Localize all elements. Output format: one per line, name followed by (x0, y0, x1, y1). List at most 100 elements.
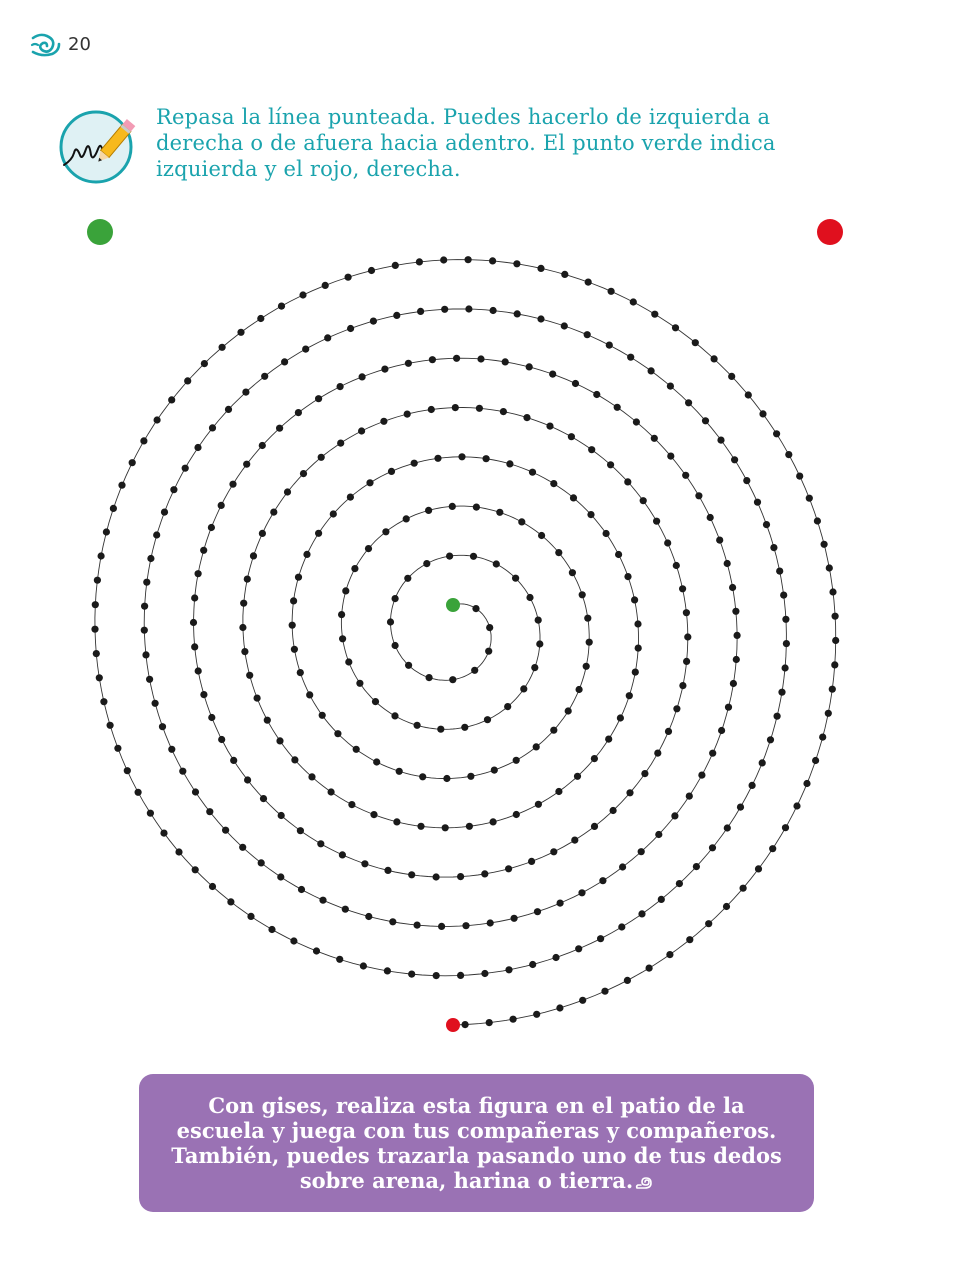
spiral-dot (469, 552, 478, 560)
spiral-dot (778, 688, 786, 696)
spiral-dot (342, 587, 350, 595)
spiral-dot (404, 359, 412, 367)
spiral-dot (288, 621, 296, 629)
spiral-dot (425, 506, 433, 514)
spiral-dot (776, 567, 784, 575)
spiral-dot (391, 712, 399, 720)
spiral-dot (650, 434, 658, 442)
spiral-dot (579, 996, 587, 1004)
spiral-dot (143, 578, 151, 586)
spiral-dot (805, 494, 813, 502)
spiral-dot (679, 682, 687, 690)
spiral-dot (410, 459, 418, 467)
spiral-dot (432, 873, 440, 881)
spiral-dot (324, 334, 332, 342)
spiral-dot (520, 685, 528, 693)
spiral-dot (705, 920, 713, 928)
spiral-dot (583, 331, 591, 339)
spiral-dot (723, 824, 731, 832)
spiral-dot (453, 354, 461, 362)
spiral-dot (257, 859, 265, 867)
spiral-dot (306, 691, 314, 699)
spiral-dot (624, 573, 632, 581)
spiral-dot (417, 307, 425, 315)
spiral-dot (361, 860, 369, 868)
spiral-dot (208, 424, 217, 432)
spiral-dot (673, 705, 681, 713)
spiral-dot (419, 773, 427, 781)
spiral-dot (533, 1010, 541, 1018)
spiral-dot (647, 367, 655, 375)
spiral-dot (666, 951, 674, 959)
spiral-dot (824, 709, 832, 717)
spiral-dot (403, 410, 411, 418)
spiral-dot (718, 726, 726, 735)
spiral-dot (556, 1004, 564, 1012)
spiral-dot (268, 925, 276, 934)
spiral-dot (831, 612, 839, 620)
spiral-dot (218, 735, 226, 744)
spiral-dot (782, 640, 791, 648)
spiral-dot (616, 714, 625, 722)
snail-spiral-icon (636, 1177, 652, 1189)
spiral-dot (153, 531, 161, 539)
spiral-dot (477, 355, 485, 363)
spiral-dot (724, 703, 733, 711)
spiral-dot (706, 513, 714, 522)
spiral-dot (291, 756, 299, 764)
spiral-dot (261, 372, 269, 380)
spiral-dot (402, 515, 410, 523)
spiral-dot (189, 618, 198, 627)
spiral-dot (365, 912, 373, 921)
spiral-dot (534, 616, 542, 624)
spiral-dot (506, 460, 514, 468)
spiral-dot (619, 863, 627, 871)
spiral-dot (263, 716, 271, 724)
spiral-dot (753, 498, 762, 506)
spiral-dot (534, 800, 543, 808)
spiral-dot (729, 583, 737, 592)
spiral-dot (158, 723, 167, 731)
spiral-dot (664, 727, 673, 736)
spiral-dot (434, 454, 442, 462)
spiral-dot (512, 756, 520, 764)
spiral-dot (277, 302, 286, 310)
spiral-dot (607, 461, 615, 469)
spiral-dot (380, 417, 388, 425)
spiral-dot (568, 569, 577, 577)
spiral-dot (364, 545, 373, 553)
spiral-dot (578, 591, 586, 599)
spiral-dot (315, 395, 323, 403)
spiral-dot (820, 540, 828, 548)
spiral-start-green-dot (446, 598, 460, 612)
spiral-dot (525, 363, 533, 371)
spiral-guide-line (94, 259, 837, 1026)
spiral-dot (243, 460, 251, 468)
spiral-dot (785, 451, 793, 459)
spiral-dot (780, 591, 788, 599)
spiral-dot (327, 788, 335, 796)
spiral-dot (560, 322, 568, 330)
spiral-dot (465, 305, 473, 313)
spiral-dot (393, 818, 401, 826)
spiral-dot (146, 675, 154, 683)
spiral-dot (206, 808, 214, 816)
spiral-dot (511, 574, 520, 582)
spiral-dot (472, 605, 480, 613)
spiral-dot (317, 840, 325, 848)
spiral-dot (585, 638, 593, 646)
spiral-dot (369, 317, 377, 325)
spiral-dot (358, 373, 366, 381)
left-green-dot (87, 219, 113, 245)
spiral-dot (819, 733, 827, 741)
spiral-dot (391, 641, 399, 650)
spiral-dot (472, 503, 480, 511)
spiral-dot (465, 822, 473, 830)
spiral-dot (230, 756, 238, 765)
spiral-dot (717, 436, 725, 444)
spiral-dot (281, 358, 289, 366)
spiral-dot (609, 806, 617, 815)
spiral-dot (346, 493, 354, 501)
spiral-dot (179, 767, 187, 775)
spiral-dot (759, 410, 767, 418)
